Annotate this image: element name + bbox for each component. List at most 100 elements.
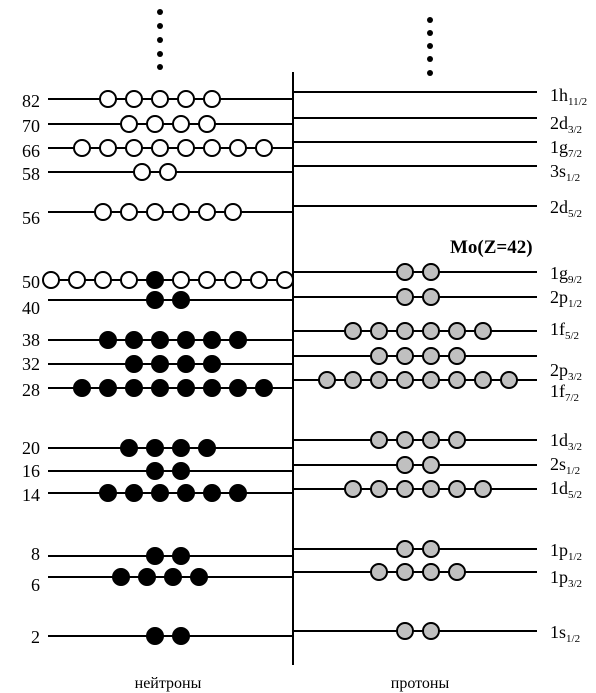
neutron-occupied: [146, 462, 164, 480]
neutron-magic-number: 40: [22, 298, 40, 318]
neutron-vacancy: [120, 271, 138, 289]
neutron-vacancy: [229, 139, 247, 157]
neutron-vacancy: [151, 90, 169, 108]
neutron-vacancy: [151, 139, 169, 157]
neutron-occupied: [172, 547, 190, 565]
neutron-magic-number: 14: [22, 485, 40, 505]
neutron-occupied: [164, 568, 182, 586]
neutron-occupied: [99, 379, 117, 397]
neutron-magic-number: 2: [31, 627, 40, 647]
neutron-occupied: [151, 355, 169, 373]
proton-level: 1f5/2: [293, 319, 579, 342]
neutron-occupied: [125, 355, 143, 373]
neutron-occupied: [203, 484, 221, 502]
neutron-vacancy: [177, 90, 195, 108]
neutron-vacancy: [73, 139, 91, 157]
proton-state-label: 2s1/2: [550, 454, 580, 477]
neutron-magic-number: 82: [22, 91, 40, 111]
proton-state-label: 1s1/2: [550, 622, 580, 645]
proton-occupied: [448, 480, 466, 498]
proton-occupied: [396, 563, 414, 581]
proton-level: 2s1/2: [293, 454, 580, 477]
neutron-level: 66: [22, 139, 293, 161]
neutron-vacancy: [94, 203, 112, 221]
neutron-occupied: [203, 331, 221, 349]
neutron-occupied: [146, 627, 164, 645]
proton-continuation-dots: [427, 17, 433, 76]
neutron-vacancy: [172, 271, 190, 289]
proton-occupied: [370, 563, 388, 581]
neutron-occupied: [190, 568, 208, 586]
neutron-occupied: [172, 439, 190, 457]
neutron-occupied: [229, 379, 247, 397]
neutron-level: 28: [22, 379, 293, 400]
neutron-magic-number: 8: [31, 544, 40, 564]
proton-occupied: [448, 563, 466, 581]
proton-occupied: [344, 371, 362, 389]
proton-state-label: 1f7/2: [550, 381, 579, 404]
proton-occupied: [422, 540, 440, 558]
proton-occupied: [370, 322, 388, 340]
proton-state-label: 2d5/2: [550, 197, 582, 220]
neutron-vacancy: [203, 139, 221, 157]
neutron-level: 32: [22, 354, 293, 374]
neutron-occupied: [112, 568, 130, 586]
proton-level: 1d5/2: [293, 478, 582, 501]
neutron-level: 14: [22, 484, 293, 505]
neutron-vacancy: [203, 90, 221, 108]
proton-level: 1h11/2: [293, 85, 587, 108]
proton-level: 3s1/2: [293, 161, 580, 184]
proton-level: 1p1/2: [293, 540, 582, 563]
proton-occupied: [448, 371, 466, 389]
proton-state-label: 1d3/2: [550, 430, 582, 453]
neutron-vacancy: [125, 90, 143, 108]
neutron-vacancy: [99, 90, 117, 108]
proton-occupied: [370, 347, 388, 365]
neutron-level: 2: [31, 627, 293, 647]
proton-state-label: 1p3/2: [550, 567, 582, 590]
proton-occupied: [422, 347, 440, 365]
neutron-occupied: [172, 627, 190, 645]
neutron-vacancy: [198, 115, 216, 133]
neutron-magic-number: 50: [22, 272, 40, 292]
neutron-occupied: [99, 331, 117, 349]
neutron-occupied: [146, 547, 164, 565]
proton-occupied: [422, 322, 440, 340]
proton-occupied: [422, 480, 440, 498]
neutron-level: 6: [31, 568, 293, 595]
neutron-occupied: [125, 379, 143, 397]
proton-state-label: 1f5/2: [550, 319, 579, 342]
proton-occupied: [448, 431, 466, 449]
proton-state-label: 3s1/2: [550, 161, 580, 184]
proton-level: 1d3/2: [293, 430, 582, 453]
proton-occupied: [396, 347, 414, 365]
neutron-magic-number: 20: [22, 438, 40, 458]
neutron-occupied: [177, 331, 195, 349]
proton-occupied: [500, 371, 518, 389]
proton-occupied: [396, 456, 414, 474]
proton-level: 1g9/2: [293, 263, 582, 286]
proton-state-label: 1g9/2: [550, 263, 582, 286]
neutron-magic-number: 28: [22, 380, 40, 400]
proton-occupied: [422, 622, 440, 640]
neutron-magic-number: 66: [22, 141, 40, 161]
proton-level: 2d3/2: [293, 113, 582, 136]
neutron-magic-number: 58: [22, 164, 40, 184]
neutron-vacancy: [120, 203, 138, 221]
neutron-vacancy: [99, 139, 117, 157]
proton-occupied: [396, 263, 414, 281]
neutron-magic-number: 16: [22, 461, 40, 481]
proton-occupied: [396, 622, 414, 640]
neutron-occupied: [146, 291, 164, 309]
neutron-occupied: [125, 484, 143, 502]
neutron-occupied: [172, 291, 190, 309]
neutron-occupied: [151, 331, 169, 349]
neutron-level: 70: [22, 115, 293, 136]
proton-occupied: [396, 480, 414, 498]
neutron-vacancy: [276, 271, 294, 289]
proton-occupied: [344, 480, 362, 498]
neutron-occupied: [177, 484, 195, 502]
proton-occupied: [396, 431, 414, 449]
proton-occupied: [318, 371, 336, 389]
neutron-vacancy: [133, 163, 151, 181]
